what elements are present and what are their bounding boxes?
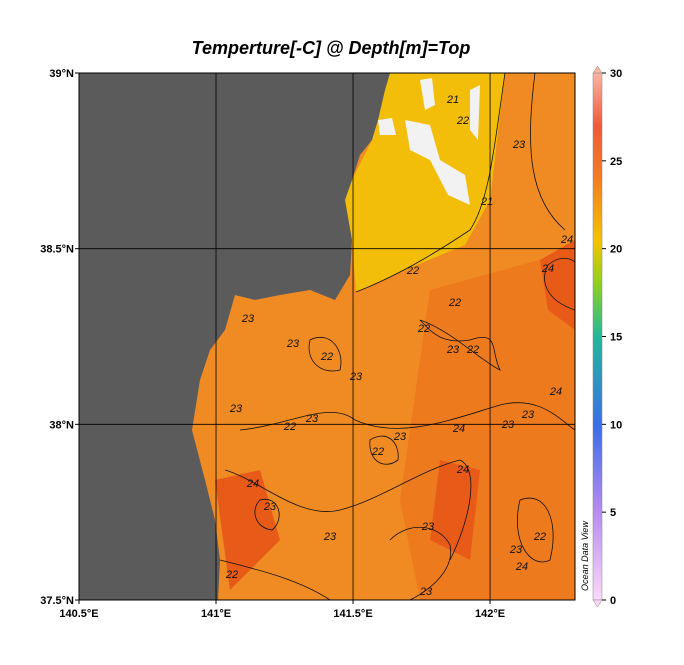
warm-patch [215,240,575,590]
y-tick-label: 38°N [49,419,74,431]
contour-label: 21 [480,196,493,208]
contour-label: 23 [263,501,277,513]
contour-label: 23 [446,344,460,356]
colorbar-label: 20 [610,244,622,256]
contour-label: 22 [225,569,238,581]
contour-label: 22 [406,265,419,277]
field [79,73,575,600]
contour-line [308,337,342,372]
contour-line [355,73,506,293]
contour-label: 21 [446,94,459,106]
contour-label: 22 [466,344,479,356]
contour-line [219,559,331,600]
contour-label: 24 [456,464,469,476]
contour-line [516,497,554,563]
colorbar-label: 10 [610,419,622,431]
colorbar-label: 15 [610,332,622,344]
contour-label: 23 [501,419,515,431]
map-title: Temperture[-C] @ Depth[m]=Top [192,38,471,58]
contour-label: 22 [371,446,384,458]
contour-label: 23 [509,544,523,556]
credit: Ocean Data View [580,521,590,591]
contour-line [530,73,566,231]
contour-line [239,402,575,431]
contour-line [419,319,501,371]
contour-line [544,257,575,311]
contour-line [389,526,452,600]
contour-label: 23 [393,431,407,443]
contour-label: 23 [286,338,300,350]
contour-label: 23 [323,531,337,543]
contour-label: 22 [533,531,546,543]
colorbar-label: 5 [610,507,616,519]
colorbar-arrow [592,599,603,608]
contour-label: 22 [448,297,461,309]
contour-label: 24 [452,423,465,435]
x-tick-label: 141°E [201,608,231,620]
contour-label: 23 [421,521,435,533]
contour-line [369,435,399,465]
contour-label: 23 [419,586,433,598]
contour-label: 24 [560,234,573,246]
land [79,73,390,600]
contour-label: 24 [541,263,554,275]
colorbar-arrow [592,65,603,74]
contour-label: 23 [305,413,319,425]
contour-label: 22 [320,351,333,363]
contour-label: 23 [521,409,535,421]
contour-label: 22 [456,115,469,127]
y-tick-label: 37.5°N [40,595,74,607]
contour-line [224,459,472,561]
colorbar-label: 30 [610,68,622,80]
contour-label: 24 [549,386,562,398]
contour-label: 23 [241,313,255,325]
contour-label: 24 [515,561,528,573]
colorbar-label: 25 [610,156,622,168]
contour-label: 23 [229,403,243,415]
contour-label: 23 [512,139,526,151]
contour-line [254,499,280,531]
y-tick-label: 39°N [49,68,74,80]
colorbar [592,72,603,601]
x-tick-label: 140.5°E [59,608,98,620]
contours [219,73,575,600]
contour-label: 22 [417,323,430,335]
no-data [378,78,480,205]
x-tick-label: 141.5°E [333,608,372,620]
x-tick-label: 142°E [475,608,505,620]
contour-label: 22 [283,421,296,433]
contour-label: 23 [349,371,363,383]
y-tick-label: 38.5°N [40,244,74,256]
contour-label: 24 [246,478,259,490]
colorbar-label: 0 [610,595,616,607]
